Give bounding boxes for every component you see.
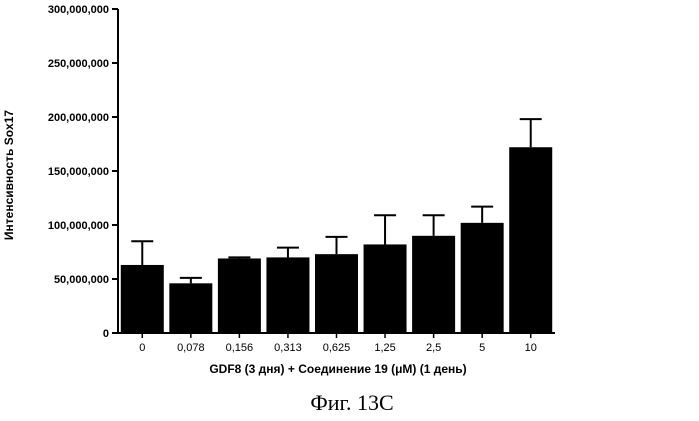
figure-caption: Фиг. 13С — [310, 390, 393, 415]
y-tick-label: 50,000,000 — [54, 274, 109, 286]
bar — [412, 235, 456, 333]
x-tick-label: 2,5 — [426, 342, 441, 354]
bar — [509, 147, 553, 333]
y-tick-label: 0 — [103, 328, 109, 340]
bar — [363, 244, 407, 333]
bars — [120, 118, 553, 333]
y-tick-label: 150,000,000 — [48, 166, 109, 178]
y-tick-label: 100,000,000 — [48, 220, 109, 232]
x-tick-label: 5 — [479, 342, 485, 354]
x-axis-title: GDF8 (3 дня) + Соединение 19 (μM) (1 ден… — [209, 362, 466, 376]
x-axis-ticks: 0 0,078 0,156 0,313 0,625 1,25 2,5 5 10 — [139, 333, 537, 354]
x-tick-label: 0 — [139, 342, 145, 354]
x-tick-label: 0,156 — [226, 342, 254, 354]
x-tick-label: 10 — [525, 342, 537, 354]
bar — [266, 257, 310, 333]
y-axis-title: Интенсивность Sox17 — [2, 110, 16, 240]
x-tick-label: 0,625 — [323, 342, 351, 354]
y-tick-label: 250,000,000 — [48, 58, 109, 70]
x-tick-label: 0,078 — [177, 342, 205, 354]
bar — [460, 222, 504, 333]
bar — [169, 283, 213, 333]
y-tick-label: 200,000,000 — [48, 112, 109, 124]
x-tick-label: 1,25 — [374, 342, 395, 354]
y-tick-label: 300,000,000 — [48, 4, 109, 16]
bar — [217, 258, 261, 333]
x-tick-label: 0,313 — [274, 342, 302, 354]
y-axis-ticks: 0 50,000,000 100,000,000 150,000,000 200,000… — [48, 4, 118, 340]
bar — [120, 264, 164, 333]
bar — [315, 254, 358, 333]
